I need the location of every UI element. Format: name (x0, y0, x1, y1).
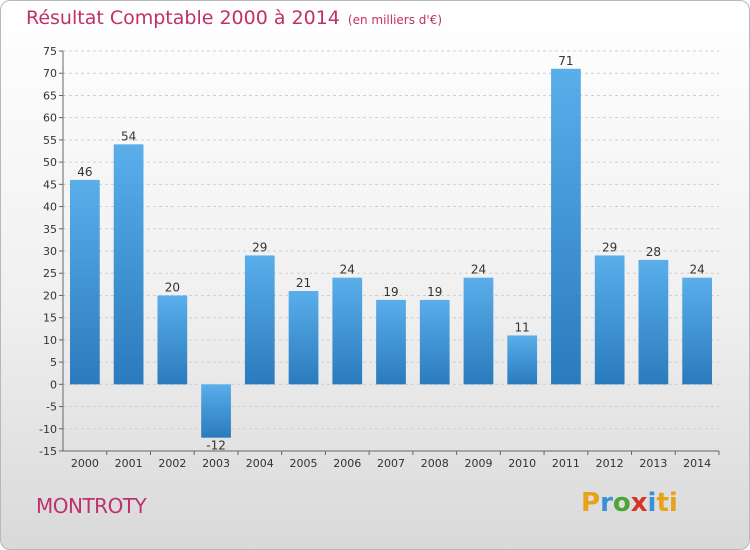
value-label: 11 (515, 320, 530, 334)
x-tick-label: 2006 (333, 457, 361, 470)
y-tick-label: 0 (50, 378, 57, 391)
y-tick-label: -5 (46, 401, 57, 414)
bar-2003 (201, 384, 231, 438)
value-label: 54 (121, 129, 136, 143)
value-label: 28 (646, 245, 661, 259)
bar-2004 (244, 255, 275, 385)
value-label: 24 (471, 263, 486, 277)
y-tick-label: 50 (43, 156, 57, 169)
bar-2014 (682, 277, 713, 385)
y-tick-label: 20 (43, 289, 57, 302)
bar-2013 (638, 259, 669, 385)
value-label: 19 (383, 285, 398, 299)
bar-2006 (332, 277, 363, 385)
value-label: 46 (77, 165, 92, 179)
bar-2008 (419, 299, 450, 385)
value-label: 71 (558, 54, 573, 68)
y-tick-label: 5 (50, 356, 57, 369)
x-tick-label: 2007 (377, 457, 405, 470)
x-axis: 2000 2001 2002 2003 2004 2005 2006 2007 2008 2009… (63, 450, 720, 470)
y-tick-label: 10 (43, 334, 57, 347)
commune-name: MONTROTY (36, 494, 147, 518)
y-tick-label: 70 (43, 67, 57, 80)
bar-2001 (113, 144, 144, 385)
bar-2009 (463, 277, 494, 385)
x-tick-label: 2004 (246, 457, 274, 470)
value-label: 20 (165, 280, 180, 294)
x-tick-label: 2011 (552, 457, 580, 470)
y-tick-label: -15 (39, 445, 57, 458)
y-tick-label: 30 (43, 245, 57, 258)
bar-2012 (594, 255, 625, 385)
value-label: 29 (602, 240, 617, 254)
x-tick-label: 2014 (683, 457, 711, 470)
x-tick-label: 2005 (290, 457, 318, 470)
x-tick-label: 2008 (421, 457, 449, 470)
bar-2011 (551, 68, 581, 385)
proxiti-logo: Proxiti (581, 488, 678, 518)
x-tick-label: 2001 (115, 457, 143, 470)
y-tick-label: 65 (43, 89, 57, 102)
logo-letter: r (600, 488, 613, 518)
y-tick-label: 40 (43, 201, 57, 214)
logo-letter: x (630, 488, 648, 518)
bars (69, 68, 713, 438)
value-label: -12 (206, 439, 226, 453)
y-tick-label: 75 (43, 45, 57, 58)
value-label: 21 (296, 276, 311, 290)
logo-letter: P (581, 488, 601, 518)
bar-2002 (157, 295, 188, 385)
y-tick-label: 60 (43, 112, 57, 125)
y-tick-label: 25 (43, 267, 57, 280)
y-axis: -15 -10 -5 0 5 10 15 20 25 30 35 40 45 50 55 60 65 70 75 (39, 45, 64, 458)
x-tick-label: 2002 (158, 457, 186, 470)
chart-title-text: Résultat Comptable 2000 à 2014 (26, 7, 340, 29)
value-label: 19 (427, 285, 442, 299)
grid-lines (63, 50, 719, 452)
chart-subtitle: (en milliers d'€) (347, 13, 443, 27)
logo-letter: o (612, 488, 631, 518)
value-label: 29 (252, 240, 267, 254)
bar-2005 (288, 291, 319, 385)
logo-letter: ti (656, 488, 678, 518)
chart-title: Résultat Comptable 2000 à 2014 (en millie… (26, 7, 442, 29)
x-tick-label: 2013 (639, 457, 667, 470)
bar-2007 (376, 299, 406, 385)
y-tick-label: 55 (43, 134, 57, 147)
x-tick-label: 2000 (71, 457, 99, 470)
x-tick-label: 2010 (508, 457, 536, 470)
value-label: 24 (340, 263, 355, 277)
y-tick-label: 45 (43, 178, 57, 191)
x-tick-label: 2003 (202, 457, 230, 470)
value-label: 24 (689, 263, 704, 277)
y-tick-label: -10 (39, 423, 57, 436)
logo-letter: i (647, 488, 657, 518)
x-tick-label: 2012 (596, 457, 624, 470)
bar-2010 (507, 335, 538, 385)
y-tick-label: 15 (43, 312, 57, 325)
x-tick-label: 2009 (464, 457, 492, 470)
value-labels: 46 54 20 -12 29 21 24 19 19 24 11 71 29 28 24 (77, 54, 705, 453)
y-tick-label: 35 (43, 223, 57, 236)
bar-2000 (69, 179, 100, 385)
